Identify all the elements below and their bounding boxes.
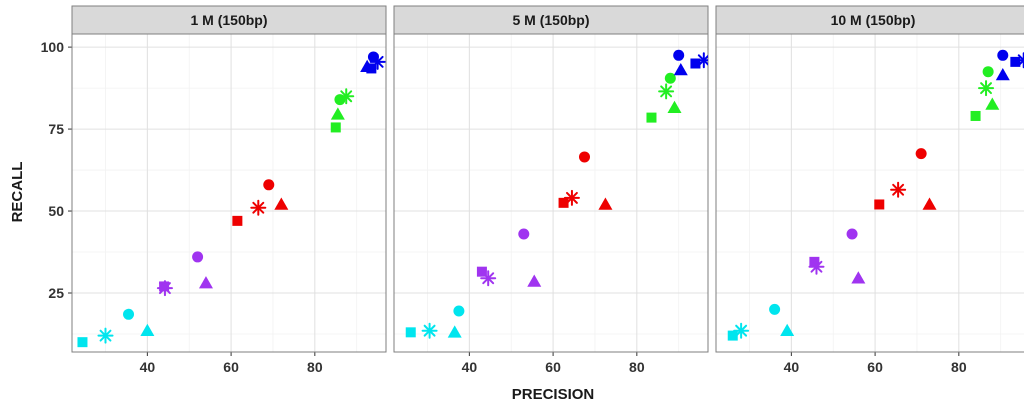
data-point-blue-circle	[997, 49, 1009, 61]
x-tick-label: 60	[223, 359, 239, 375]
data-point-green-triangle	[985, 97, 1000, 110]
data-point-green-triangle	[667, 100, 682, 114]
points-layer	[727, 49, 1024, 341]
data-point-blue-asterisk	[695, 52, 708, 69]
data-point-red-circle	[263, 179, 275, 191]
data-point-cyan-square	[77, 337, 88, 348]
x-tick-label: 40	[462, 359, 478, 375]
data-point-red-asterisk	[890, 181, 907, 198]
data-point-red-asterisk	[563, 189, 580, 206]
data-point-green-circle	[982, 66, 994, 78]
plot-border	[71, 33, 387, 353]
points-layer	[77, 51, 386, 348]
data-point-purple-asterisk	[480, 270, 497, 287]
data-point-purple-circle	[192, 251, 204, 263]
data-point-cyan-circle	[769, 303, 781, 315]
data-point-green-circle	[664, 72, 676, 84]
data-point-blue-circle	[367, 51, 379, 63]
plot-area	[715, 33, 1024, 353]
data-point-red-circle	[578, 151, 590, 163]
data-point-blue-circle	[673, 49, 685, 61]
data-point-cyan-circle	[123, 308, 135, 320]
data-point-green-triangle	[330, 107, 345, 120]
panel-2: 5 M (150bp) 40 60 80	[393, 5, 709, 375]
data-point-red-square	[558, 197, 569, 208]
data-point-purple-circle	[518, 228, 530, 240]
data-point-purple-triangle	[527, 274, 542, 287]
data-point-green-circle	[334, 94, 346, 106]
data-point-cyan-circle	[453, 305, 465, 317]
data-point-blue-square	[1010, 56, 1021, 67]
points-layer	[405, 49, 708, 339]
data-point-red-triangle	[598, 197, 613, 210]
data-point-purple-asterisk	[808, 258, 825, 275]
panel-3: 10 M (150bp) 40 60 80	[715, 5, 1024, 375]
data-point-red-square	[874, 199, 885, 210]
data-point-purple-square	[476, 266, 487, 277]
y-tick-label: 100	[41, 39, 65, 55]
data-point-cyan-triangle	[140, 323, 155, 336]
data-point-cyan-asterisk	[421, 322, 438, 339]
data-point-green-square	[646, 112, 657, 123]
x-tick-label: 40	[784, 359, 800, 375]
data-point-cyan-triangle	[447, 325, 462, 338]
plot-area	[71, 33, 387, 353]
data-point-blue-square	[690, 58, 701, 69]
data-point-purple-triangle	[198, 276, 213, 289]
plot-border	[393, 33, 709, 353]
plot-border	[715, 33, 1024, 353]
data-point-cyan-asterisk	[97, 327, 114, 344]
data-point-cyan-square	[727, 330, 738, 341]
x-tick-label: 60	[545, 359, 561, 375]
plot-area	[393, 33, 709, 353]
x-tick-label: 80	[951, 359, 967, 375]
y-axis-title: RECALL	[9, 162, 26, 223]
data-point-green-square	[330, 122, 341, 133]
panel-title: 1 M (150bp)	[190, 12, 267, 28]
data-point-red-asterisk	[250, 199, 267, 216]
data-point-purple-circle	[846, 228, 858, 240]
panel-strip	[71, 5, 387, 35]
data-point-green-asterisk	[658, 83, 675, 100]
data-point-red-circle	[915, 148, 927, 160]
panel-title: 5 M (150bp)	[512, 12, 589, 28]
y-tick-label: 25	[48, 285, 64, 301]
y-tick-label: 50	[48, 203, 64, 219]
x-tick-label: 80	[629, 359, 645, 375]
data-point-red-triangle	[274, 197, 289, 210]
y-tick-label: 75	[48, 121, 64, 137]
data-point-blue-triangle	[673, 63, 688, 76]
panel-title: 10 M (150bp)	[831, 12, 916, 28]
panel-strip	[715, 5, 1024, 35]
data-point-red-square	[232, 215, 243, 226]
data-point-red-triangle	[922, 197, 937, 210]
x-tick-label: 60	[867, 359, 883, 375]
x-tick-label: 80	[307, 359, 323, 375]
data-point-cyan-asterisk	[733, 322, 750, 339]
panel-1: 1 M (150bp) 40 60 80 25 50 75 100	[41, 5, 387, 375]
data-point-green-asterisk	[978, 80, 995, 97]
data-point-purple-triangle	[851, 271, 866, 284]
x-axis-title: PRECISION	[512, 386, 595, 403]
panel-strip	[393, 5, 709, 35]
data-point-blue-triangle	[995, 67, 1010, 81]
x-tick-label: 40	[140, 359, 156, 375]
data-point-cyan-square	[405, 327, 416, 338]
data-point-blue-triangle	[360, 59, 375, 73]
data-point-cyan-triangle	[780, 323, 795, 336]
data-point-purple-square	[809, 256, 820, 267]
data-point-purple-asterisk	[156, 280, 173, 297]
data-point-green-square	[970, 110, 981, 121]
